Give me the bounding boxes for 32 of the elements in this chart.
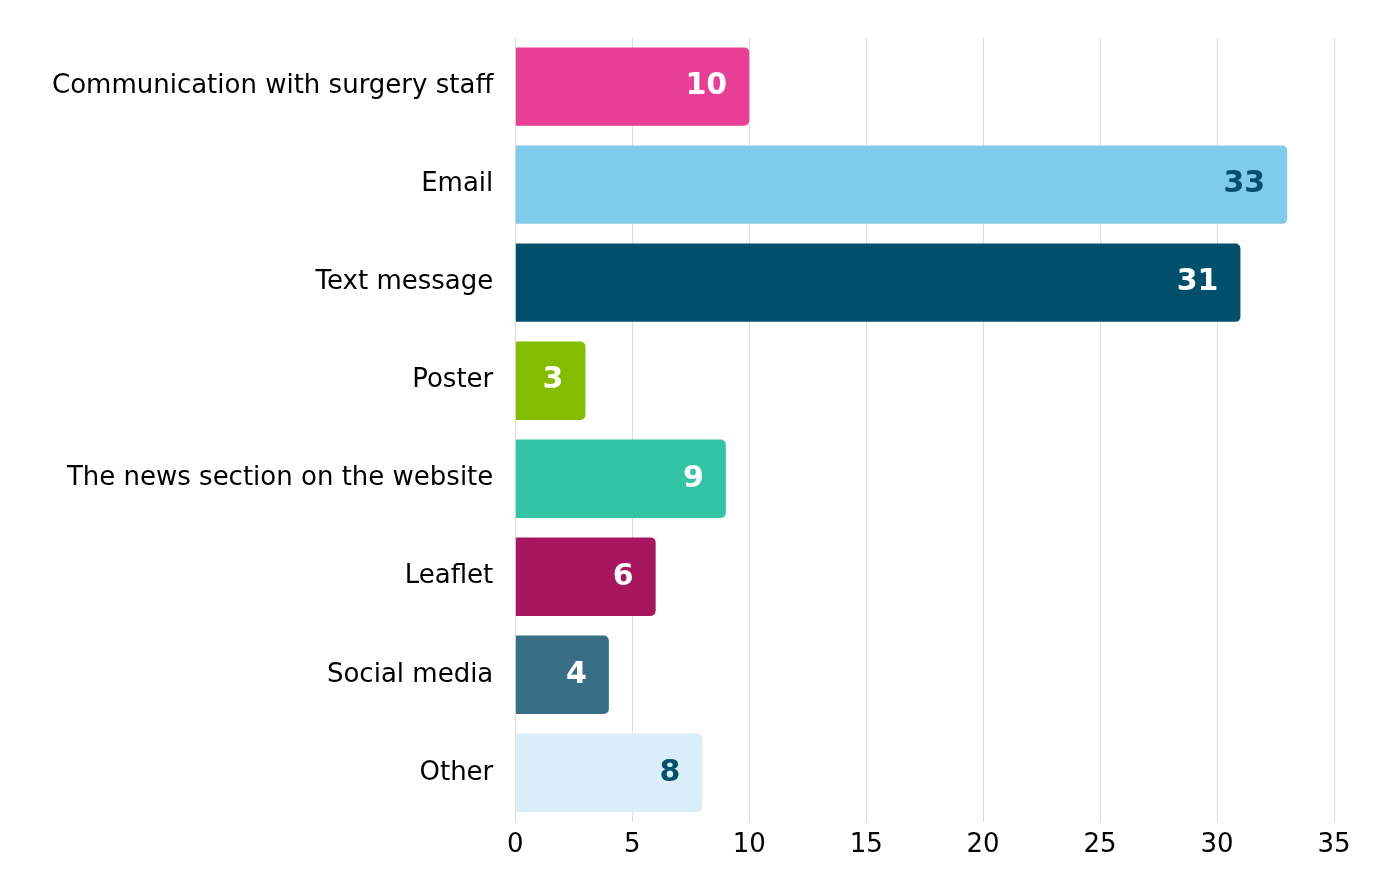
data-label: 6 — [612, 556, 634, 592]
y-tick-label: Text message — [314, 265, 494, 296]
x-tick-label: 0 — [507, 828, 524, 859]
y-tick-label: Leaflet — [404, 559, 494, 590]
y-tick-label: The news section on the website — [65, 461, 494, 492]
x-tick-label: 25 — [1083, 828, 1117, 859]
x-tick-label: 10 — [732, 828, 766, 859]
y-tick-label: Communication with surgery staff — [51, 69, 495, 100]
x-tick-label: 5 — [623, 828, 641, 859]
y-tick-label: Social media — [326, 657, 494, 688]
bar — [515, 635, 609, 714]
bar — [515, 145, 1288, 224]
data-label: 3 — [542, 360, 564, 396]
bar — [515, 439, 726, 518]
bar — [515, 733, 703, 812]
data-label: 31 — [1176, 262, 1219, 298]
bar — [515, 341, 586, 420]
y-tick-label: Poster — [412, 363, 494, 394]
bar — [515, 243, 1241, 322]
bar — [515, 537, 656, 616]
data-label: 4 — [565, 654, 587, 690]
x-tick-label: 30 — [1200, 828, 1234, 859]
x-tick-label: 35 — [1317, 828, 1351, 859]
y-tick-label: Other — [419, 755, 494, 786]
x-tick-label: 15 — [849, 828, 883, 859]
data-label: 33 — [1223, 164, 1266, 200]
data-label: 9 — [682, 458, 704, 494]
bar — [515, 47, 750, 126]
data-label: 8 — [659, 752, 681, 788]
x-tick-label: 20 — [966, 828, 1000, 859]
y-tick-label: Email — [421, 167, 494, 198]
data-label: 10 — [685, 66, 728, 102]
